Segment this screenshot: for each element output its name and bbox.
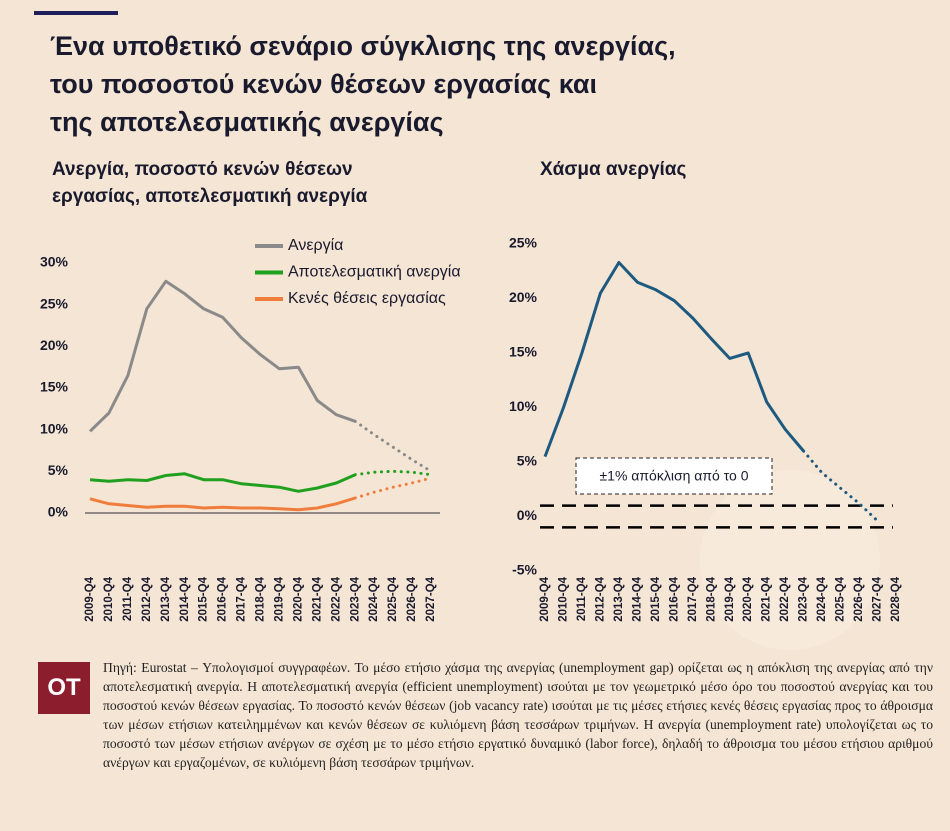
x-tick-label: 2025-Q4 — [835, 576, 847, 621]
y-tick-label: 10% — [40, 420, 69, 436]
x-tick-label: 2011-Q4 — [122, 576, 134, 621]
x-tick-label: 2012-Q4 — [141, 576, 153, 621]
y-tick-label: 5% — [517, 453, 538, 469]
x-tick-label: 2014-Q4 — [179, 576, 191, 621]
chart-subtitle: Ανεργία, ποσοστό κενών θέσεων — [52, 159, 353, 180]
y-tick-label: -5% — [512, 562, 537, 578]
x-tick-label: 2023-Q4 — [798, 576, 810, 621]
projection-line — [353, 469, 433, 477]
x-tick-label: 2010-Q4 — [558, 576, 570, 621]
annotation-box — [575, 457, 773, 495]
y-tick-label: 10% — [509, 398, 538, 414]
x-tick-label: 2021-Q4 — [761, 576, 773, 621]
x-tick-label: 2017-Q4 — [236, 576, 248, 621]
x-tick-label: 2024-Q4 — [816, 576, 828, 621]
title: της αποτελεσματικής ανεργίας — [50, 107, 444, 137]
x-tick-label: 2020-Q4 — [292, 576, 304, 621]
x-tick-label: 2027-Q4 — [872, 576, 884, 621]
source-note: Πηγή: Eurostat – Υπολογισμοί συγγραφέων.… — [103, 660, 933, 770]
series-line — [89, 472, 356, 493]
x-tick-label: 2019-Q4 — [724, 576, 736, 621]
x-tick-label: 2018-Q4 — [705, 576, 717, 621]
x-tick-label: 2015-Q4 — [198, 576, 210, 621]
projection-line — [353, 419, 433, 473]
series-line — [88, 279, 356, 433]
x-tick-label: 2020-Q4 — [742, 576, 754, 621]
x-tick-label: 2014-Q4 — [631, 576, 643, 621]
x-tick-label: 2019-Q4 — [273, 576, 285, 621]
title: του ποσοστού κενών θέσεων εργασίας και — [50, 69, 597, 99]
logo: OT — [38, 662, 90, 714]
x-tick-label: 2010-Q4 — [103, 576, 115, 621]
x-tick-label: 2026-Q4 — [406, 576, 418, 621]
y-tick-label: 25% — [509, 235, 538, 251]
y-tick-label: 15% — [509, 344, 538, 360]
x-tick-label: 2023-Q4 — [349, 576, 361, 621]
x-tick-label: 2025-Q4 — [387, 576, 399, 621]
projection-line — [802, 449, 879, 523]
legend-label: Κενές θέσεις εργασίας — [288, 290, 446, 307]
x-tick-label: 2027-Q4 — [425, 576, 437, 621]
x-tick-label: 2024-Q4 — [368, 576, 380, 621]
legend-label: Αποτελεσματική ανεργία — [288, 264, 461, 281]
x-tick-label: 2009-Q4 — [539, 576, 551, 621]
accent-bar — [34, 11, 118, 15]
annotation: ±1% απόκλιση από το 0 — [600, 468, 749, 484]
x-tick-label: 2015-Q4 — [650, 576, 662, 621]
y-tick-label: 25% — [40, 295, 69, 311]
chart-subtitle: Χάσμα ανεργίας — [540, 159, 686, 180]
title: Ένα υποθετικό σενάριο σύγκλισης της ανερ… — [50, 31, 676, 61]
x-tick-label: 2013-Q4 — [160, 576, 172, 621]
chart-subtitle: εργασίας, αποτελεσματική ανεργία — [52, 186, 368, 207]
y-tick-label: 20% — [509, 289, 538, 305]
x-tick-label: 2021-Q4 — [311, 576, 323, 621]
y-tick-label: 15% — [40, 379, 69, 395]
y-tick-label: 20% — [40, 337, 69, 353]
x-tick-label: 2016-Q4 — [668, 576, 680, 621]
y-tick-label: 30% — [40, 254, 69, 270]
watermark — [700, 470, 880, 650]
chart: Ένα υποθετικό σενάριο σύγκλισης της ανερ… — [34, 11, 903, 650]
legend-label: Ανεργία — [288, 237, 343, 254]
x-tick-label: 2017-Q4 — [687, 576, 699, 621]
x-tick-label: 2022-Q4 — [779, 576, 791, 621]
x-tick-label: 2026-Q4 — [853, 576, 865, 621]
x-tick-label: 2018-Q4 — [255, 576, 267, 621]
x-tick-label: 2022-Q4 — [330, 576, 342, 621]
y-tick-label: 0% — [517, 507, 538, 523]
x-tick-label: 2009-Q4 — [84, 576, 96, 621]
projection-line — [353, 476, 433, 500]
y-tick-label: 5% — [48, 462, 69, 478]
x-tick-label: 2012-Q4 — [594, 576, 606, 621]
series-line — [89, 496, 356, 512]
x-tick-label: 2028-Q4 — [890, 576, 902, 621]
x-tick-label: 2013-Q4 — [613, 576, 625, 621]
series-line — [543, 261, 805, 458]
y-tick-label: 0% — [48, 504, 69, 520]
x-tick-label: 2016-Q4 — [217, 576, 229, 621]
x-tick-label: 2011-Q4 — [576, 576, 588, 621]
